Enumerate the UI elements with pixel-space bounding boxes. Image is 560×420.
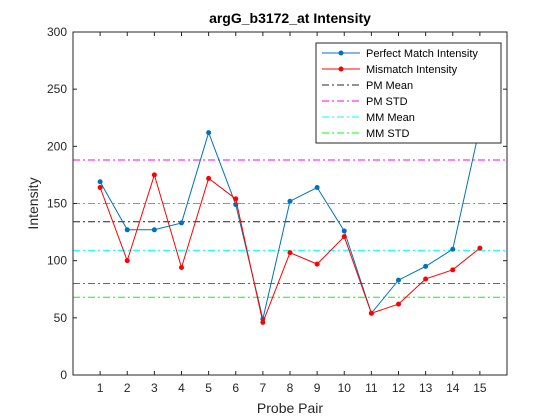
x-tick-label: 3 [151, 381, 158, 395]
legend-label: MM Mean [366, 112, 415, 124]
x-axis-ticks: 1 2 3 4 5 6 7 8 9 10 11 12 13 14 15 [97, 32, 487, 395]
data-point-series-1 [151, 227, 157, 233]
data-point-series-2 [233, 196, 239, 202]
x-tick-label: 6 [232, 381, 239, 395]
legend-label: Perfect Match Intensity [366, 48, 478, 60]
y-tick-label: 300 [47, 25, 67, 39]
y-tick-label: 50 [54, 311, 68, 325]
y-tick-label: 100 [47, 254, 67, 268]
data-point-series-2 [124, 258, 130, 264]
x-tick-label: 4 [178, 381, 185, 395]
legend-label: PM STD [366, 96, 408, 108]
y-tick-label: 150 [47, 197, 67, 211]
data-point-series-2 [151, 172, 157, 178]
x-axis-label: Probe Pair [257, 400, 323, 416]
data-point-series-2 [477, 245, 483, 251]
data-point-series-1 [206, 130, 212, 136]
y-axis-label: Intensity [25, 177, 41, 229]
x-tick-label: 2 [124, 381, 131, 395]
y-tick-label: 250 [47, 82, 67, 96]
x-tick-label: 8 [287, 381, 294, 395]
legend-marker [338, 66, 344, 72]
data-point-series-2 [206, 175, 212, 181]
data-point-series-2 [179, 265, 184, 271]
data-point-series-2 [423, 276, 429, 282]
legend-label: PM Mean [366, 80, 413, 92]
x-tick-label: 14 [446, 381, 460, 395]
x-tick-label: 9 [314, 381, 321, 395]
x-tick-label: 15 [473, 381, 487, 395]
data-series [97, 124, 483, 325]
data-point-series-1 [179, 220, 184, 226]
data-point-series-2 [260, 319, 266, 325]
x-tick-label: 13 [419, 381, 433, 395]
x-tick-label: 1 [97, 381, 104, 395]
x-tick-label: 10 [338, 381, 352, 395]
data-point-series-1 [450, 246, 456, 252]
y-axis-ticks: 0 50 100 150 200 250 300 [47, 25, 507, 382]
y-tick-label: 0 [60, 368, 67, 382]
data-point-series-1 [314, 184, 320, 190]
data-point-series-1 [97, 179, 103, 185]
x-tick-label: 12 [392, 381, 406, 395]
data-point-series-2 [287, 250, 293, 256]
x-tick-label: 5 [205, 381, 212, 395]
data-point-series-2 [368, 310, 374, 316]
data-point-series-1 [341, 228, 347, 234]
data-point-series-1 [287, 198, 293, 204]
x-tick-label: 11 [365, 381, 378, 395]
y-tick-label: 200 [47, 139, 67, 153]
legend: Perfect Match Intensity Mismatch Intensit… [315, 42, 502, 144]
data-point-series-2 [450, 267, 456, 273]
legend-marker [338, 50, 344, 56]
data-point-series-2 [314, 261, 320, 267]
x-tick-label: 7 [260, 381, 267, 395]
data-point-series-1 [423, 263, 429, 269]
data-point-series-1 [396, 277, 401, 283]
legend-label: Mismatch Intensity [366, 64, 458, 76]
data-point-series-1 [124, 227, 130, 233]
data-point-series-2 [396, 301, 401, 307]
chart-title: argG_b3172_at Intensity [209, 10, 371, 26]
legend-box [315, 42, 502, 144]
legend-label: MM STD [366, 128, 409, 140]
data-point-series-2 [341, 234, 347, 240]
data-point-series-2 [97, 184, 103, 190]
